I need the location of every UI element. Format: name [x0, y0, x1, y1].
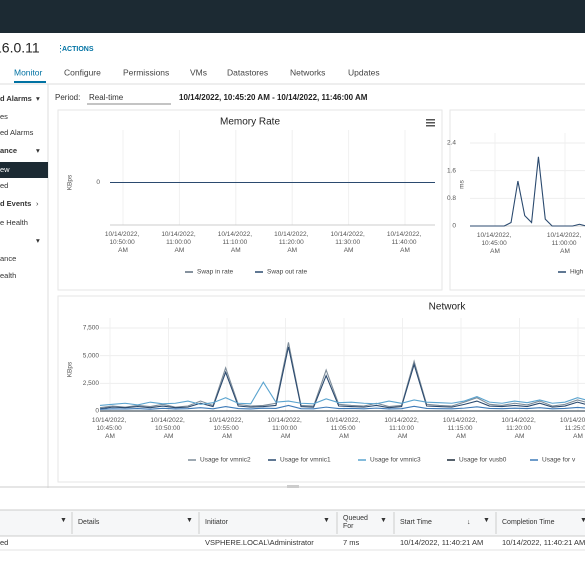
series-line: [99, 342, 585, 409]
sidebar-item[interactable]: ed Alarms: [0, 128, 34, 137]
sidebar-caret[interactable]: ▾: [36, 236, 40, 245]
tab[interactable]: Monitor: [14, 67, 43, 77]
column-header[interactable]: Start Time: [400, 519, 432, 526]
series-line: [99, 404, 585, 410]
series-line: [99, 381, 585, 407]
y-axis-label: KBps: [67, 361, 74, 377]
x-tick-label: 10/14/2022, 11:00:00 AM: [547, 232, 583, 255]
sidebar-item[interactable]: d Events: [0, 199, 31, 208]
y-tick-label: 2,500: [83, 380, 100, 387]
sidebar-caret[interactable]: ▾: [36, 94, 40, 103]
table-cell: VSPHERE.LOCAL\Administrator: [205, 538, 314, 547]
filter-icon[interactable]: ▼: [580, 517, 585, 524]
table-cell: ed: [0, 538, 8, 547]
sidebar-item[interactable]: ance: [0, 254, 16, 263]
legend-label[interactable]: Usage for v: [542, 457, 576, 464]
x-tick-label: 10/14/2022, 11:10:00 AM: [384, 417, 420, 440]
x-tick-label: 10/14/2022, 10:45:00 AM: [92, 417, 128, 440]
legend-label[interactable]: Swap out rate: [267, 269, 307, 276]
tab[interactable]: Updates: [348, 67, 380, 77]
y-axis-label: ms: [459, 179, 466, 188]
actions-button[interactable]: ACTIONS: [62, 46, 94, 53]
splitter-handle[interactable]: [287, 485, 299, 488]
y-tick-label: 7,500: [83, 325, 100, 332]
filter-icon[interactable]: ▼: [483, 517, 490, 524]
series-line: [470, 156, 585, 227]
legend-label[interactable]: High: [570, 269, 584, 276]
chart-title: Memory Rate: [220, 117, 280, 128]
legend-label[interactable]: Swap in rate: [197, 269, 234, 276]
y-tick-label: 0: [96, 179, 100, 186]
sidebar-item[interactable]: ew: [0, 165, 10, 174]
legend-label[interactable]: Usage for vusb0: [459, 457, 507, 464]
sidebar-caret[interactable]: ›: [36, 199, 39, 208]
sidebar-selected: [0, 162, 48, 178]
filter-icon[interactable]: ▼: [60, 517, 67, 524]
tab[interactable]: Configure: [64, 67, 101, 77]
x-tick-label: 10/14/2022, 11:40:00 AM: [387, 231, 423, 254]
series-line: [99, 346, 585, 410]
filter-icon[interactable]: ▼: [380, 517, 387, 524]
period-select[interactable]: Real-time: [89, 93, 124, 102]
tab[interactable]: Networks: [290, 67, 325, 77]
y-tick-label: 5,000: [83, 352, 100, 359]
sidebar-item[interactable]: es: [0, 112, 8, 121]
x-tick-label: 10/14/2022, 10:50:00 AM: [150, 417, 186, 440]
sidebar-caret[interactable]: ▾: [36, 146, 40, 155]
x-tick-label: 10/14/2022, 10:55:00 AM: [209, 417, 245, 440]
x-tick-label: 10/14/2022, 11:15:00 AM: [443, 417, 479, 440]
period-label: Period:: [55, 93, 80, 102]
sidebar-item[interactable]: ealth: [0, 271, 16, 280]
column-header[interactable]: Initiator: [205, 519, 229, 526]
actions-icon[interactable]: ⋮: [56, 43, 65, 53]
table-header: [0, 510, 585, 536]
sidebar-item[interactable]: ed: [0, 181, 8, 190]
network-panel: [57, 295, 585, 483]
column-header[interactable]: Queued For: [343, 515, 370, 530]
sort-icon[interactable]: ↓: [467, 519, 471, 526]
y-tick-label: 0: [452, 223, 456, 230]
y-tick-label: 2.4: [447, 140, 456, 147]
table-cell: 7 ms: [343, 538, 360, 547]
x-tick-label: 10/14/2022, 11:00:00 AM: [161, 231, 197, 254]
y-tick-label: 0: [95, 408, 99, 415]
sidebar-item[interactable]: d Alarms: [0, 94, 32, 103]
filter-icon[interactable]: ▼: [323, 517, 330, 524]
sidebar-item[interactable]: ance: [0, 146, 17, 155]
y-axis-label: KBps: [67, 174, 74, 190]
x-tick-label: 10/14/2022, 10:45:00 AM: [477, 232, 513, 255]
y-tick-label: 0.8: [447, 195, 456, 202]
sidebar-item[interactable]: e Health: [0, 218, 28, 227]
x-tick-label: 10/14/2022, 11:20:00 AM: [501, 417, 537, 440]
tab[interactable]: Permissions: [123, 67, 169, 77]
x-tick-label: 10/14/2022, 11:00:00 AM: [267, 417, 303, 440]
x-tick-label: 10/14/2022, 10:50:00 AM: [105, 231, 141, 254]
top-bar: [0, 0, 585, 33]
chart-title: Network: [429, 302, 467, 313]
filter-icon[interactable]: ▼: [186, 517, 193, 524]
memory-panel: [57, 109, 443, 291]
x-tick-label: 10/14/2022, 11:10:00 AM: [218, 231, 254, 254]
active-tab-underline: [14, 81, 46, 83]
table-cell: 10/14/2022, 11:40:21 AM: [400, 538, 483, 547]
latency-panel: [449, 109, 585, 291]
table-cell: 10/14/2022, 11:40:21 AM: [502, 538, 585, 547]
x-tick-label: 10/14/2022, 11:30:00 AM: [331, 231, 367, 254]
tab[interactable]: VMs: [190, 67, 207, 77]
x-tick-label: 10/14/2022, 11:25:00 AM: [560, 417, 585, 440]
legend-label[interactable]: Usage for vmnic3: [370, 457, 421, 464]
legend-label[interactable]: Usage for vmnic2: [200, 457, 251, 464]
x-tick-label: 10/14/2022, 11:20:00 AM: [274, 231, 310, 254]
chart-menu[interactable]: [426, 119, 435, 127]
tab[interactable]: Datastores: [227, 67, 268, 77]
object-title: 16.0.11: [0, 40, 40, 56]
column-header[interactable]: Completion Time: [502, 519, 555, 526]
legend-label[interactable]: Usage for vmnic1: [280, 457, 331, 464]
period-range: 10/14/2022, 10:45:20 AM - 10/14/2022, 11…: [179, 93, 368, 102]
y-tick-label: 1.6: [447, 167, 456, 174]
x-tick-label: 10/14/2022, 11:05:00 AM: [326, 417, 362, 440]
column-header[interactable]: Details: [78, 519, 100, 526]
